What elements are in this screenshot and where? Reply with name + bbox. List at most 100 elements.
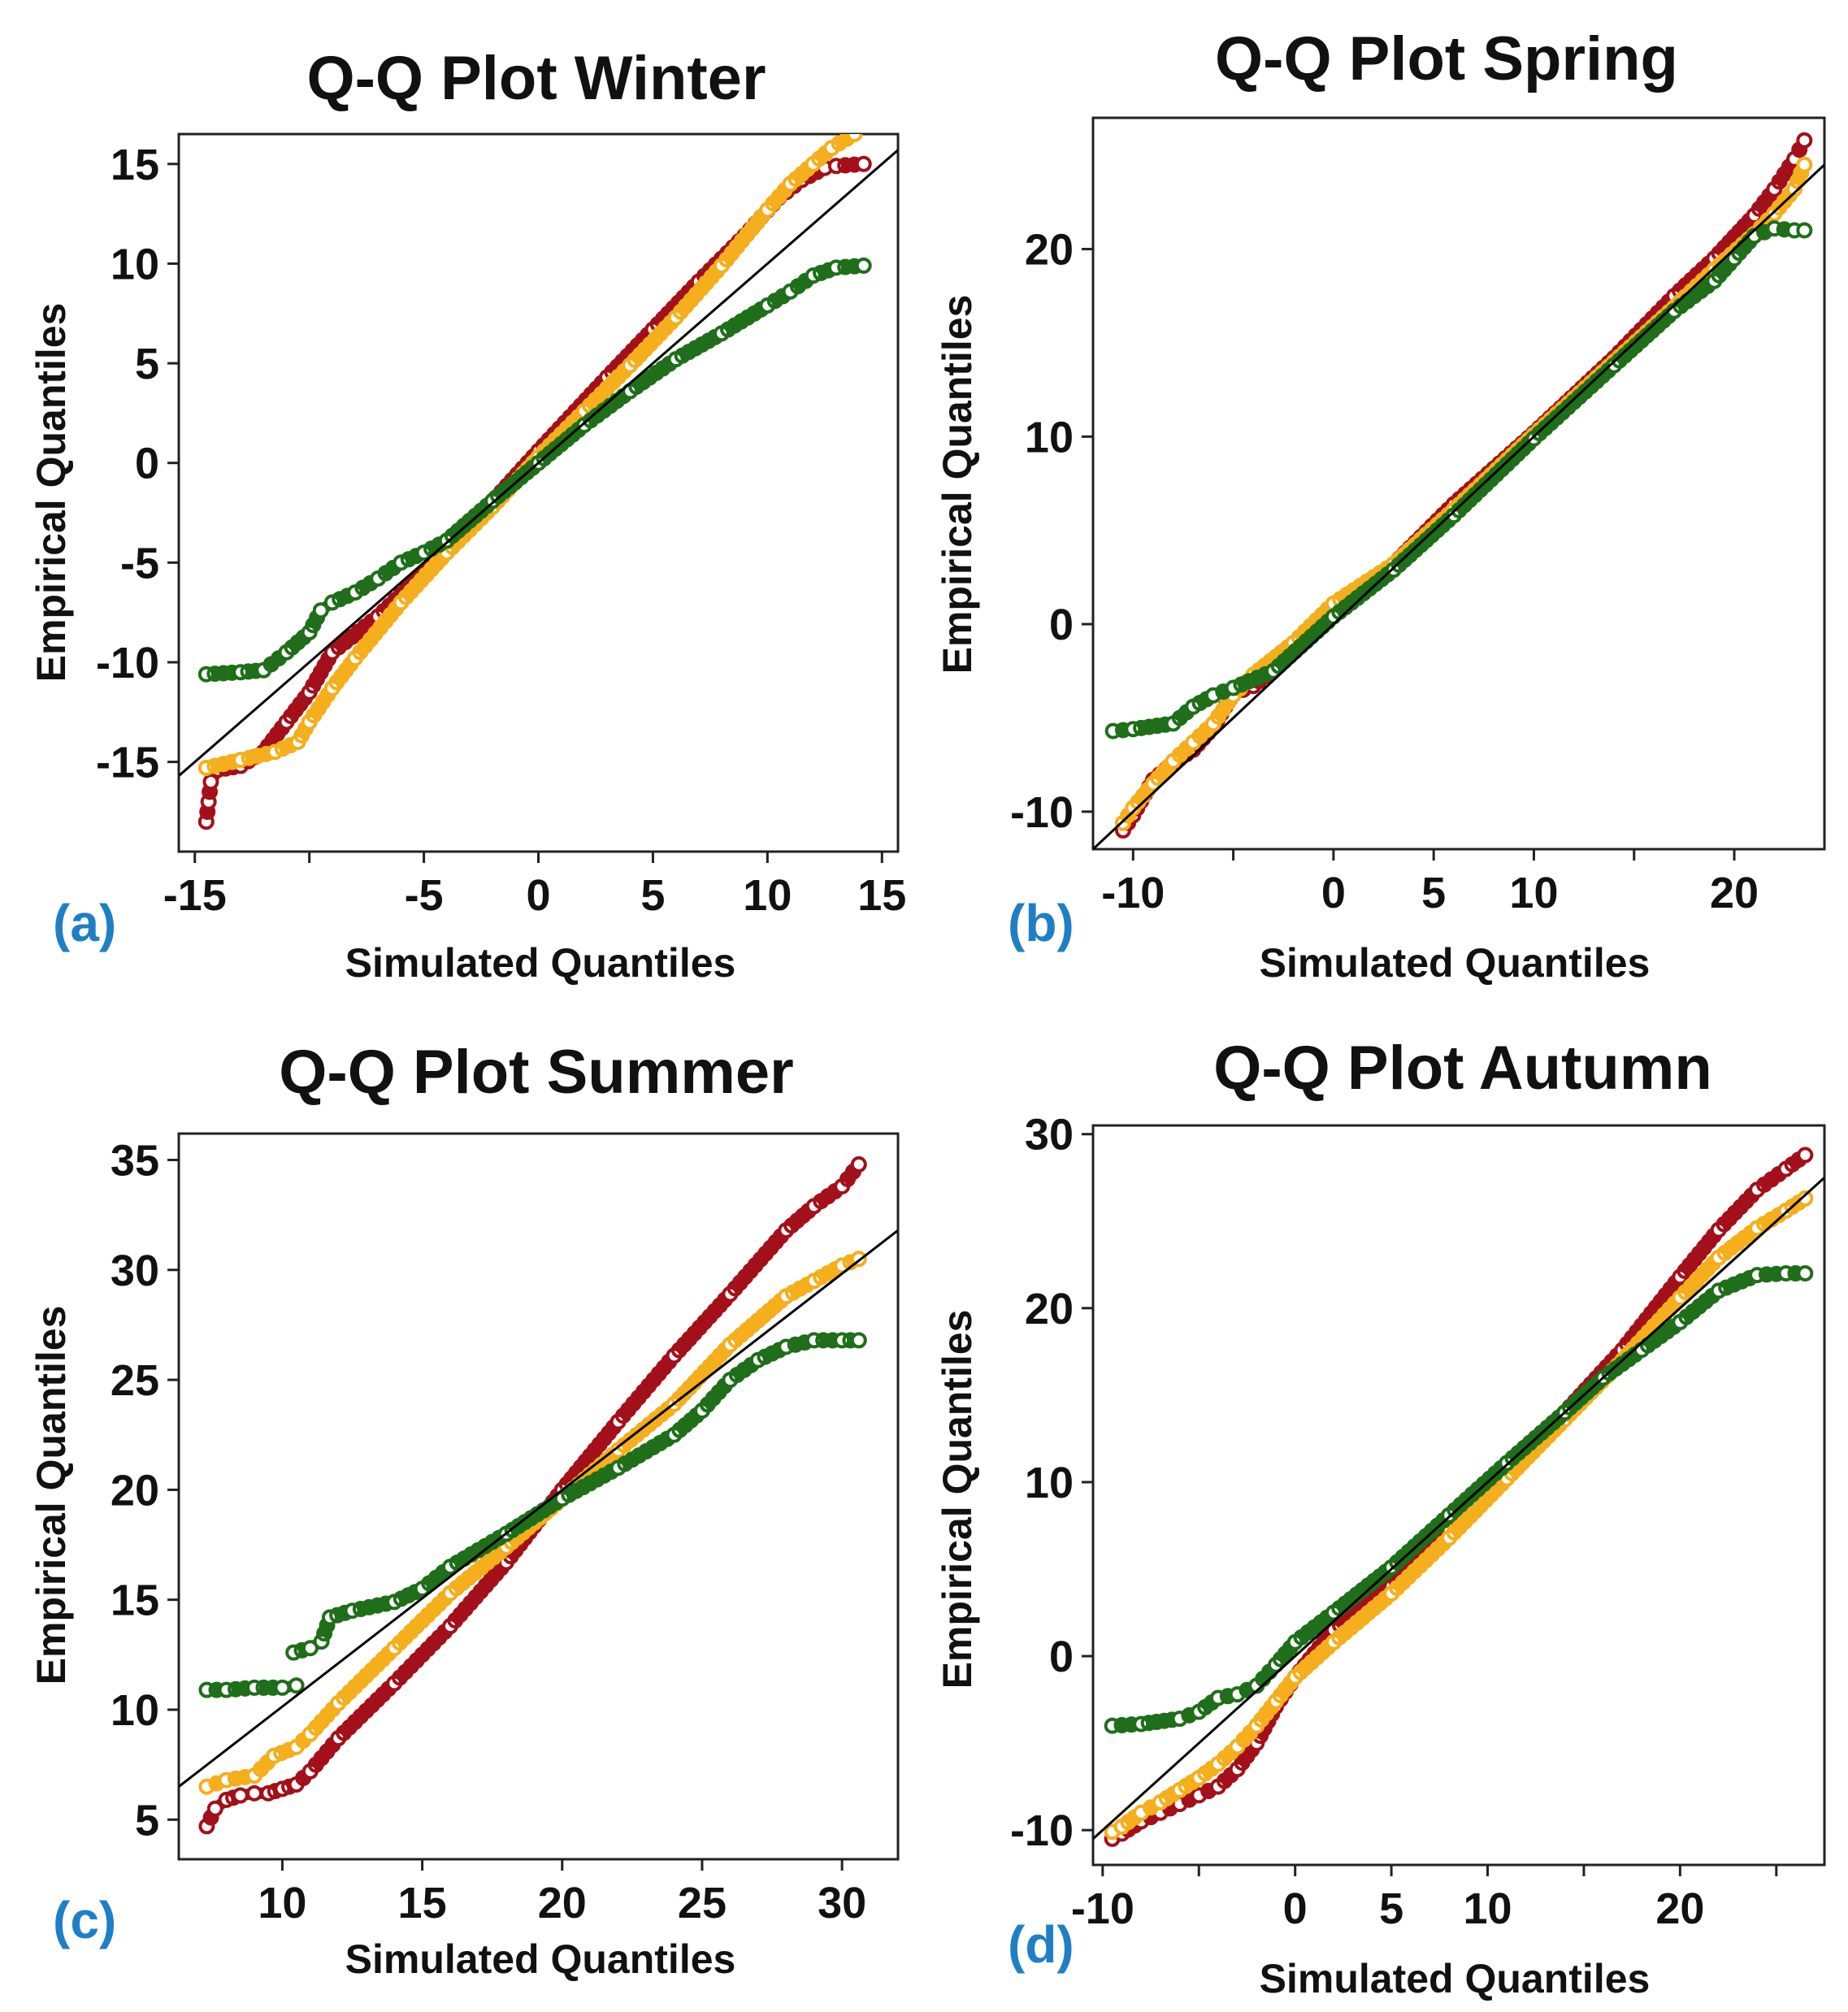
panel-label: (d)	[1008, 1915, 1074, 1974]
panel-d: Q-Q Plot Autumn -10 0 5 10 20 -10 0 10 20 30 Simula…	[935, 1034, 1826, 2001]
plot-area	[179, 134, 898, 830]
series-orange	[198, 1251, 867, 1795]
y-tick-label: 10	[1025, 413, 1074, 462]
data-point	[855, 155, 872, 172]
x-tick-label: 25	[678, 1879, 727, 1927]
y-tick-label: 25	[111, 1356, 159, 1405]
y-tick-label: 5	[135, 1796, 159, 1845]
data-point	[313, 1633, 330, 1650]
y-tick-label: 10	[111, 1686, 159, 1735]
data-point	[400, 551, 417, 568]
x-tick-label: -10	[1071, 1884, 1134, 1933]
y-tick-label: 30	[111, 1247, 159, 1295]
chart-title: Q-Q Plot Autumn	[1213, 1034, 1712, 1103]
data-point	[837, 258, 854, 275]
panel-label: (b)	[1008, 894, 1074, 952]
y-tick-label: -10	[1010, 788, 1074, 837]
data-point	[1233, 676, 1250, 693]
data-point	[206, 1800, 223, 1817]
data-point	[1249, 670, 1266, 687]
data-point	[1225, 679, 1242, 696]
reference-line	[179, 1229, 898, 1788]
panel-c: Q-Q Plot Summer 10 15 20 25 30 5 10 15 20 25 30 35 Si…	[28, 1038, 900, 1982]
data-point	[312, 602, 329, 619]
data-point	[1148, 718, 1165, 735]
plot-area	[179, 1156, 898, 1835]
y-axis-label: Empirical Quantiles	[935, 295, 980, 674]
data-point	[1718, 1279, 1735, 1296]
x-tick-label: -15	[163, 871, 227, 920]
data-point	[206, 757, 223, 774]
series-dark-red	[198, 1156, 867, 1835]
y-tick-label: 0	[1049, 1633, 1074, 1681]
data-point	[1789, 172, 1807, 189]
data-point	[273, 1745, 290, 1762]
y-tick-label: 5	[135, 340, 159, 388]
series-band	[1106, 1192, 1811, 1838]
data-point	[813, 264, 830, 281]
data-point	[846, 134, 863, 142]
x-axis-label: Simulated Quantiles	[1260, 1956, 1651, 2001]
x-tick-label: 15	[857, 871, 906, 920]
data-point	[1796, 222, 1813, 239]
data-point	[1725, 1276, 1742, 1293]
y-tick-label: 30	[1025, 1111, 1074, 1160]
data-point	[232, 1787, 249, 1804]
data-point	[241, 749, 258, 766]
series-green	[197, 257, 872, 683]
y-tick-label: -15	[96, 739, 159, 787]
data-point	[228, 1680, 245, 1698]
x-tick-label: 5	[1421, 869, 1446, 917]
data-point	[288, 1677, 305, 1694]
data-point	[329, 1607, 346, 1624]
x-tick-label: 10	[1463, 1884, 1512, 1933]
y-tick-label: 15	[111, 1576, 159, 1625]
plot-area	[1093, 132, 1824, 849]
data-point	[228, 1770, 245, 1787]
data-point	[1797, 1190, 1814, 1207]
data-point	[274, 740, 291, 757]
series-green	[285, 1332, 867, 1661]
data-point	[1241, 673, 1258, 690]
data-point	[316, 1625, 333, 1642]
data-point	[787, 1336, 804, 1353]
x-tick-label: 5	[1379, 1884, 1403, 1933]
panel-label: (c)	[53, 1891, 116, 1949]
y-axis-label: Empirical Quantiles	[28, 303, 74, 683]
y-tick-label: -10	[1010, 1806, 1074, 1855]
panel-label: (a)	[53, 894, 116, 952]
x-tick-label: 0	[1321, 869, 1346, 917]
data-point	[361, 1598, 378, 1615]
y-tick-label: 0	[135, 440, 159, 488]
x-tick-label: 5	[640, 871, 665, 920]
data-point	[249, 748, 267, 765]
data-point	[1797, 1265, 1814, 1281]
series-green	[1104, 220, 1813, 739]
data-point	[202, 774, 219, 791]
data-point	[1733, 1273, 1750, 1290]
data-point	[206, 666, 223, 683]
reference-line	[1093, 1177, 1824, 1840]
data-point	[332, 591, 349, 608]
y-axis-label: Empirical Quantiles	[28, 1306, 74, 1685]
data-point	[215, 665, 232, 682]
y-axis-label: Empirical Quantiles	[935, 1310, 980, 1689]
data-point	[245, 1784, 262, 1802]
x-tick-label: -10	[1101, 869, 1165, 917]
x-axis-label: Simulated Quantiles	[345, 1936, 736, 1982]
data-point	[1140, 1715, 1157, 1732]
x-tick-label: 10	[743, 871, 792, 920]
y-tick-label: 15	[111, 141, 159, 189]
y-tick-label: -5	[120, 539, 159, 588]
y-tick-label: 10	[1025, 1459, 1074, 1507]
data-point	[369, 1597, 386, 1614]
x-tick-label: 15	[398, 1879, 447, 1927]
data-point	[240, 663, 257, 680]
x-tick-label: 20	[538, 1879, 587, 1927]
x-tick-label: 20	[1655, 1884, 1704, 1933]
data-point	[1133, 719, 1150, 736]
data-point	[815, 1332, 832, 1349]
series-green	[198, 1677, 305, 1698]
y-tick-label: 0	[1049, 601, 1074, 649]
